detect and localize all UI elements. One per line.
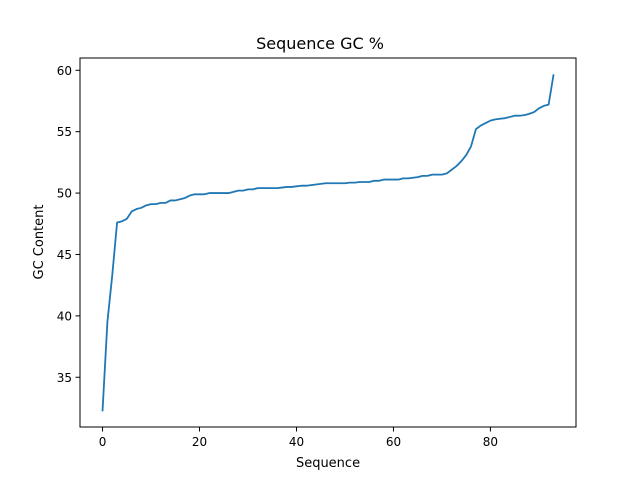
gc-series-line (101, 74, 555, 412)
y-axis: 35 40 45 50 55 60 (57, 64, 80, 385)
y-tick-label: 50 (57, 187, 72, 201)
x-tick-label: 40 (289, 435, 304, 449)
plot-frame (79, 57, 577, 428)
x-axis: 0 20 40 60 80 (99, 427, 498, 449)
x-tick-label: 80 (483, 435, 498, 449)
y-axis-label: GC Content (32, 205, 47, 280)
plot-area (79, 57, 577, 428)
y-tick-label: 40 (57, 309, 72, 323)
y-tick-label: 60 (57, 64, 72, 78)
x-axis-label: Sequence (296, 456, 360, 471)
y-tick-label: 35 (57, 371, 72, 385)
y-tick-label: 45 (57, 248, 72, 262)
x-tick-label: 20 (192, 435, 207, 449)
y-tick-label: 55 (57, 125, 72, 139)
x-tick-label: 60 (386, 435, 401, 449)
x-tick-label: 0 (99, 435, 107, 449)
chart-title: Sequence GC % (256, 34, 384, 53)
